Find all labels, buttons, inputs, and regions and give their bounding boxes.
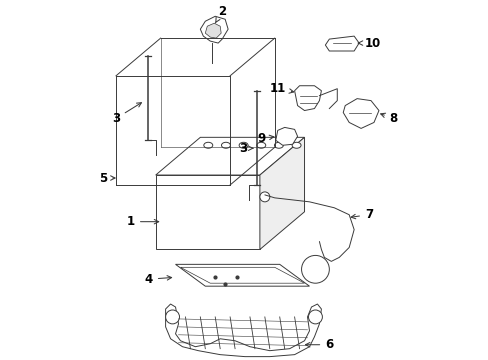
Ellipse shape	[221, 142, 230, 148]
Text: 2: 2	[215, 5, 226, 23]
Circle shape	[259, 192, 269, 202]
Text: 3: 3	[112, 103, 141, 125]
Circle shape	[165, 310, 179, 324]
Polygon shape	[155, 137, 304, 175]
Polygon shape	[325, 36, 358, 51]
Polygon shape	[343, 99, 378, 129]
Polygon shape	[165, 304, 321, 357]
Text: 8: 8	[380, 112, 397, 125]
Polygon shape	[175, 264, 309, 286]
Text: 9: 9	[257, 132, 273, 145]
Polygon shape	[294, 86, 321, 111]
Ellipse shape	[274, 142, 283, 148]
Text: 6: 6	[305, 338, 333, 351]
Text: 10: 10	[358, 37, 380, 50]
Text: 3: 3	[239, 142, 252, 155]
Polygon shape	[259, 137, 304, 249]
Text: 11: 11	[269, 82, 293, 95]
Circle shape	[308, 310, 322, 324]
Polygon shape	[200, 16, 228, 43]
Bar	[155, 175, 259, 249]
Polygon shape	[275, 127, 297, 145]
Ellipse shape	[239, 142, 247, 148]
Ellipse shape	[291, 142, 301, 148]
Text: 7: 7	[350, 208, 372, 221]
Text: 4: 4	[144, 273, 171, 286]
Ellipse shape	[256, 142, 265, 148]
Polygon shape	[205, 23, 221, 38]
Ellipse shape	[203, 142, 212, 148]
Text: 5: 5	[99, 171, 115, 185]
Text: 1: 1	[126, 215, 159, 228]
